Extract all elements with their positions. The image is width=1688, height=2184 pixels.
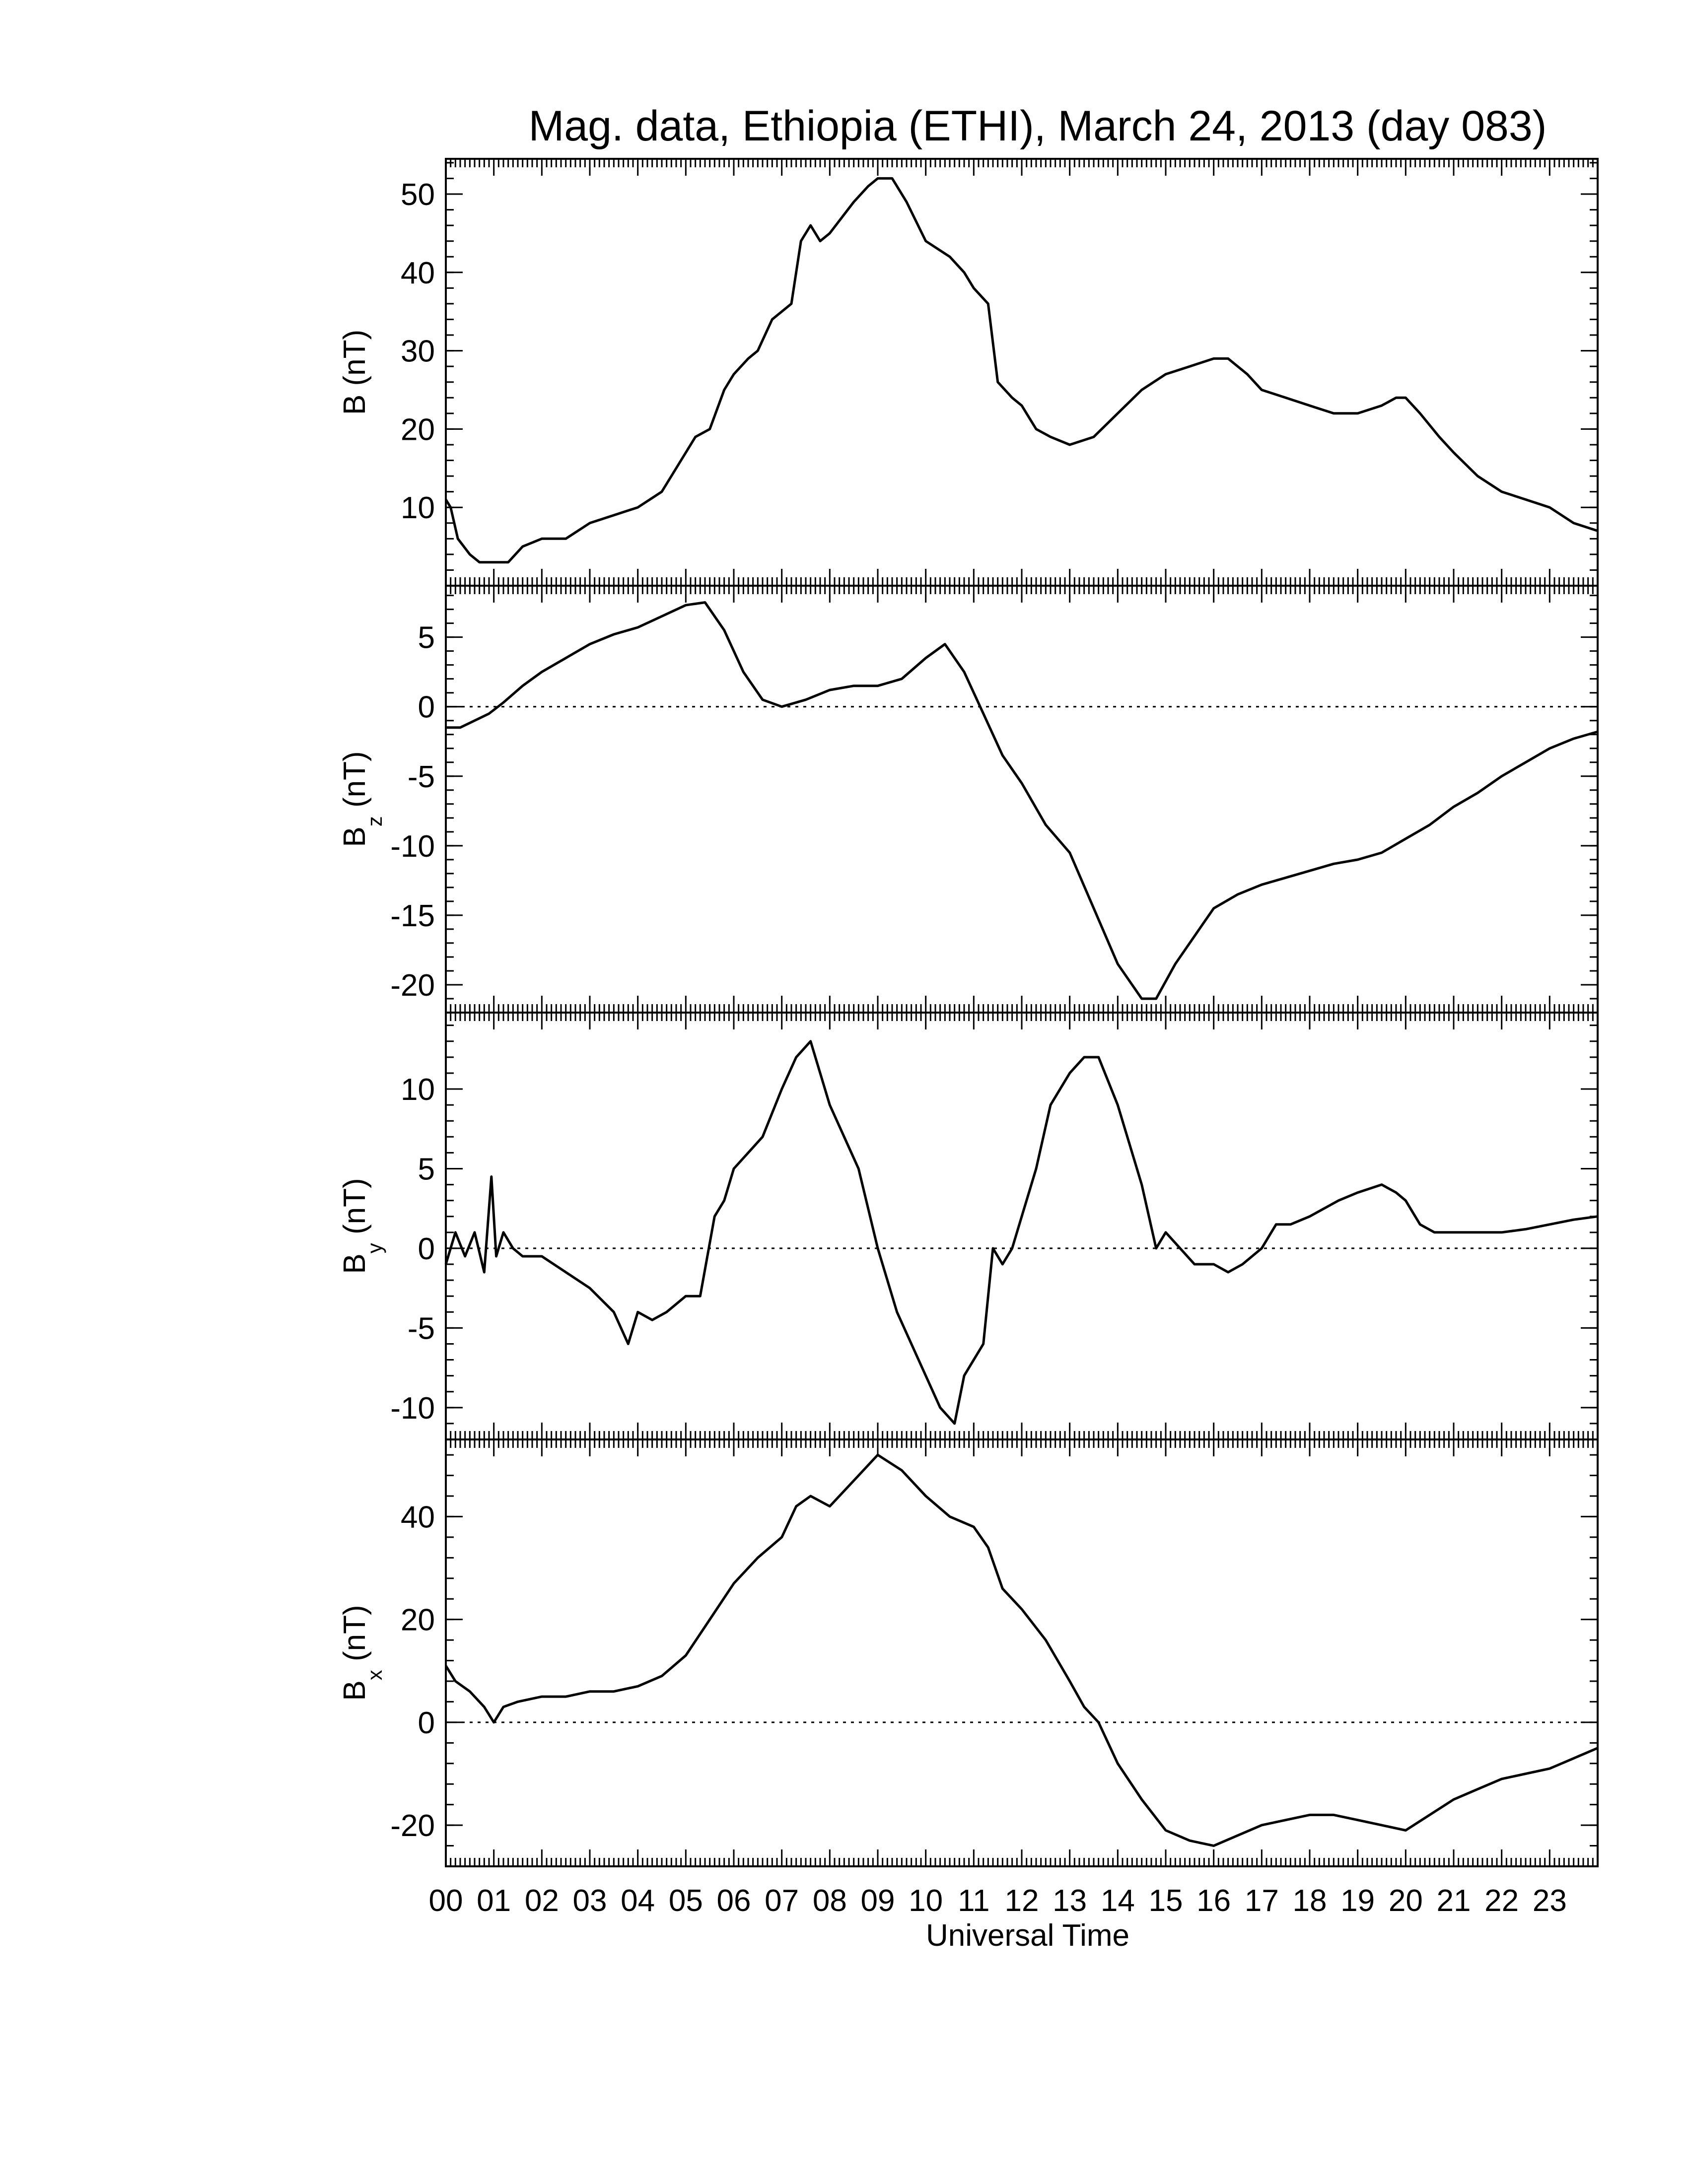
y-axis-title-main: B — [338, 1253, 372, 1274]
x-tick-label: 19 — [1340, 1884, 1375, 1918]
panel-Bx: -20 0 20 40 Bx (nT) — [338, 1438, 1599, 1867]
y-tick-label-By: -10 — [390, 1391, 435, 1426]
y-tick-label-B: 30 — [401, 335, 435, 369]
y-tick-label-B: 10 — [401, 491, 435, 525]
x-tick-labels: 00 01 02 03 04 05 06 07 08 09 10 11 12 13 14 15 16 17 18 19… — [429, 1884, 1567, 1918]
x-axis-title: Universal Time — [926, 1918, 1129, 1953]
x-ticks-Bx — [450, 1439, 1594, 1866]
x-tick-label: 18 — [1293, 1884, 1327, 1918]
panel-Bz: -20 -15 -10 -5 0 5 Bz (nT) — [338, 585, 1599, 1014]
y-axis-title-unit: (nT) — [338, 330, 372, 395]
series-line-B — [444, 177, 1598, 564]
y-tick-label-Bz: -20 — [390, 968, 435, 1003]
chart-title: Mag. data, Ethiopia (ETHI), March 24, 20… — [529, 102, 1547, 150]
series-line-Bz — [446, 601, 1598, 1000]
y-tick-label-Bz: -15 — [390, 899, 435, 933]
y-tick-label-B: 20 — [401, 412, 435, 447]
y-tick-label-Bx: 40 — [401, 1500, 435, 1534]
y-axis-title-unit: (nT) — [338, 751, 372, 816]
y-axis-title-unit: (nT) — [338, 1605, 372, 1670]
y-axis-title-By: By (nT) — [338, 1178, 386, 1274]
x-tick-label: 22 — [1484, 1884, 1519, 1918]
x-tick-label: 16 — [1196, 1884, 1231, 1918]
y-axis-title-subscript: x — [363, 1670, 386, 1680]
x-tick-label: 07 — [765, 1884, 799, 1918]
y-tick-label-By: -5 — [408, 1311, 435, 1346]
y-axis-title-B: B (nT) — [338, 330, 372, 415]
x-tick-label: 00 — [429, 1884, 463, 1918]
panel-B: 10 20 30 40 50 B (nT) — [338, 158, 1599, 587]
x-tick-label: 04 — [621, 1884, 655, 1918]
y-axis-title-Bz: Bz (nT) — [338, 751, 386, 847]
x-ticks-By — [450, 1013, 1594, 1439]
y-axis-title-subscript: y — [363, 1243, 386, 1253]
y-tick-label-By: 5 — [418, 1152, 435, 1186]
x-tick-label: 11 — [958, 1884, 989, 1918]
x-tick-label: 13 — [1053, 1884, 1087, 1918]
series-line-Bx — [444, 1453, 1598, 1847]
y-tick-label-Bz: 0 — [418, 690, 435, 725]
x-tick-label: 21 — [1437, 1884, 1471, 1918]
x-tick-label: 03 — [573, 1884, 607, 1918]
y-tick-label-Bz: -5 — [408, 760, 435, 794]
y-axis-title-main: B — [338, 395, 372, 415]
x-tick-label: 09 — [861, 1884, 895, 1918]
y-tick-label-B: 40 — [401, 256, 435, 290]
x-tick-label: 05 — [669, 1884, 703, 1918]
x-ticks-Bz — [450, 586, 1594, 1013]
panel-By: -10 -5 0 5 10 By (nT) — [338, 1012, 1599, 1440]
x-tick-label: 10 — [909, 1884, 943, 1918]
y-tick-label-By: 0 — [418, 1232, 435, 1266]
x-tick-label: 01 — [477, 1884, 511, 1918]
x-tick-label: 14 — [1101, 1884, 1135, 1918]
x-tick-label: 23 — [1533, 1884, 1567, 1918]
x-tick-label: 15 — [1149, 1884, 1183, 1918]
x-tick-label: 06 — [717, 1884, 751, 1918]
y-axis-title-main: B — [338, 1680, 372, 1701]
x-tick-label: 20 — [1389, 1884, 1423, 1918]
y-tick-label-Bz: 5 — [418, 621, 435, 655]
y-axis-title-subscript: z — [363, 816, 386, 826]
x-tick-label: 17 — [1245, 1884, 1279, 1918]
x-tick-label: 12 — [1005, 1884, 1039, 1918]
y-tick-label-Bx: -20 — [390, 1809, 435, 1843]
x-tick-label: 02 — [525, 1884, 559, 1918]
y-axis-title-main: B — [338, 826, 372, 847]
x-tick-label: 08 — [813, 1884, 847, 1918]
y-tick-label-B: 50 — [401, 178, 435, 212]
y-tick-label-By: 10 — [401, 1073, 435, 1107]
y-tick-label-Bz: -10 — [390, 829, 435, 864]
y-axis-title-unit: (nT) — [338, 1178, 372, 1243]
y-tick-label-Bx: 0 — [418, 1706, 435, 1740]
x-ticks-B — [450, 159, 1594, 586]
y-axis-title-Bx: Bx (nT) — [338, 1605, 386, 1701]
y-tick-label-Bx: 20 — [401, 1603, 435, 1638]
series-line-By — [444, 1040, 1598, 1425]
